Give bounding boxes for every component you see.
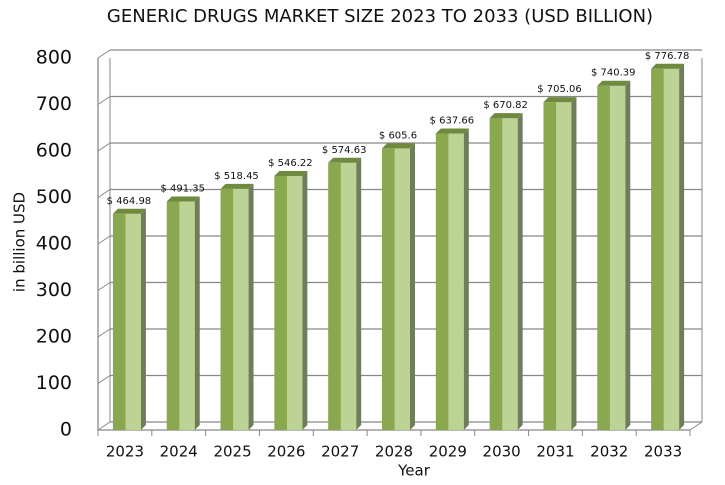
y-tick-label: 400: [36, 233, 72, 255]
value-label: $ 518.45: [214, 171, 259, 182]
y-tick-label: 800: [36, 47, 72, 69]
bar-highlight: [179, 201, 195, 430]
grid-diagonal: [97, 375, 111, 384]
value-label: $ 574.63: [322, 145, 367, 156]
bar-side: [625, 80, 631, 430]
bar-highlight: [663, 68, 680, 430]
bar-highlight: [125, 213, 141, 430]
y-tick-label: 500: [36, 186, 72, 208]
bar-top: [651, 63, 685, 69]
x-tick-label: 2032: [590, 443, 628, 461]
bar-side: [410, 143, 415, 430]
bar-top: [435, 128, 469, 134]
x-tick-label: 2029: [429, 443, 467, 461]
grid-diagonal: [97, 49, 111, 59]
bar-highlight: [233, 188, 249, 430]
x-axis-label: Year: [397, 462, 431, 480]
bar-side: [463, 128, 469, 430]
bar-top: [220, 183, 254, 189]
x-tick-label: 2023: [106, 443, 144, 461]
x-tick-label: 2030: [483, 443, 521, 461]
bar-side: [302, 171, 308, 431]
grid-diagonal: [97, 96, 111, 105]
bar-highlight: [394, 148, 410, 430]
bar-side: [356, 157, 362, 430]
bar-highlight: [556, 102, 572, 431]
y-tick-label: 600: [36, 140, 72, 162]
y-tick-label: 700: [36, 93, 72, 115]
value-label: $ 740.39: [591, 68, 636, 79]
grid-diagonal: [97, 235, 111, 245]
x-tick-label: 2033: [644, 443, 682, 461]
bar-top: [274, 171, 308, 177]
y-tick-label: 200: [36, 326, 72, 348]
bar-top: [112, 208, 146, 214]
bar-top: [328, 157, 362, 163]
bar-side: [248, 183, 254, 430]
value-label: $ 776.78: [645, 51, 690, 62]
x-tick-label: 2026: [267, 443, 305, 461]
bar-top: [489, 113, 523, 119]
bar-side: [679, 63, 685, 430]
bar-highlight: [609, 85, 626, 430]
value-label: $ 464.98: [107, 196, 152, 207]
value-label: $ 670.82: [483, 100, 528, 111]
bar-side: [571, 97, 577, 431]
value-label: $ 605.6: [379, 130, 417, 141]
bar-top: [597, 80, 631, 86]
x-tick-label: 2027: [321, 443, 359, 461]
y-tick-label: 300: [36, 279, 72, 301]
y-tick-label: 0: [60, 419, 72, 441]
grid-diagonal: [97, 282, 111, 291]
bar-highlight: [286, 176, 303, 430]
bar-top: [543, 97, 577, 103]
bar-top: [166, 196, 200, 202]
bar-side: [140, 208, 146, 430]
value-label: $ 546.22: [268, 158, 313, 169]
x-tick-label: 2025: [213, 443, 251, 461]
y-tick-label: 100: [36, 372, 72, 394]
bar-side: [517, 113, 523, 431]
grid-diagonal: [97, 328, 111, 338]
grid-diagonal: [97, 421, 111, 431]
bar-highlight: [448, 133, 464, 430]
bar-top: [382, 143, 415, 149]
bar-side: [194, 196, 200, 430]
grid-diagonal: [97, 142, 111, 152]
x-tick-label: 2024: [160, 443, 198, 461]
floor-edge: [689, 421, 703, 431]
value-label: $ 491.35: [160, 184, 205, 195]
x-tick-label: 2028: [375, 443, 413, 461]
value-label: $ 637.66: [430, 115, 475, 126]
y-axis-label: in billion USD: [11, 192, 29, 292]
x-tick-label: 2031: [536, 443, 574, 461]
chart-title: GENERIC DRUGS MARKET SIZE 2023 TO 2033 (…: [107, 6, 653, 27]
bar-highlight: [340, 162, 357, 430]
bar-highlight: [502, 118, 518, 431]
grid-diagonal: [97, 189, 111, 198]
value-label: $ 705.06: [537, 84, 582, 95]
